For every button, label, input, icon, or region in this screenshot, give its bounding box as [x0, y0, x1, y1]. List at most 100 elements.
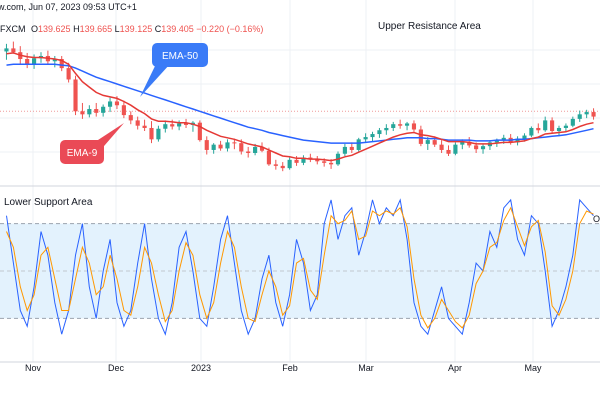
- candle-body: [494, 140, 499, 143]
- upper-resistance-label: Upper Resistance Area: [378, 21, 481, 32]
- candle-body: [135, 120, 140, 126]
- ema50-callout-pointer: [140, 64, 170, 97]
- candle-body: [370, 134, 375, 138]
- candle-body: [439, 144, 444, 150]
- candle-body: [211, 144, 216, 150]
- candle-body: [52, 59, 57, 62]
- ema9-line: [6, 52, 594, 162]
- candle-body: [170, 124, 175, 127]
- candle-body: [529, 127, 534, 136]
- oscillator-band: [0, 223, 600, 319]
- candle-body: [432, 140, 437, 145]
- candle-body: [556, 127, 562, 132]
- candle-body: [204, 140, 209, 150]
- candle-body: [287, 159, 292, 169]
- candle-body: [577, 114, 582, 119]
- symbol-label: FXCM: [0, 24, 26, 34]
- change-value: −0.220 (−0.16%): [196, 24, 264, 34]
- lower-support-label: Lower Support Area: [4, 197, 93, 208]
- candle-body: [391, 124, 396, 128]
- candle-body: [87, 109, 92, 115]
- candle-body: [32, 58, 37, 64]
- candle-body: [183, 123, 189, 125]
- candle-body: [570, 118, 575, 126]
- candle-body: [467, 141, 472, 146]
- candle-body: [480, 146, 486, 150]
- x-tick-label: Mar: [358, 363, 374, 373]
- ema50-line: [6, 63, 594, 144]
- candle-body: [253, 146, 258, 153]
- candle-body: [163, 124, 168, 129]
- candle-body: [259, 146, 265, 151]
- candle-body: [501, 137, 506, 141]
- ema9-callout: [60, 140, 104, 164]
- candle-body: [349, 146, 354, 150]
- ema9-callout-pointer: [98, 123, 124, 153]
- candle-body: [273, 164, 278, 166]
- x-tick-label: May: [524, 363, 542, 373]
- stochastic-k-line: [6, 198, 594, 336]
- low-label: L: [114, 24, 120, 34]
- candle-body: [404, 123, 410, 126]
- candle-body: [232, 142, 237, 144]
- candle-body: [446, 149, 451, 154]
- candle-body: [4, 48, 9, 52]
- candle-body: [25, 59, 30, 64]
- candle-body: [550, 120, 555, 132]
- candle-body: [218, 144, 223, 149]
- close-label: C: [154, 24, 162, 34]
- candle-body: [425, 140, 430, 144]
- candle-body: [114, 101, 120, 106]
- candle-body: [239, 143, 244, 152]
- candle-body: [356, 139, 361, 150]
- candle-body: [460, 141, 465, 145]
- candle-body: [522, 135, 527, 139]
- candle-body: [142, 125, 147, 128]
- candle-body: [308, 157, 313, 160]
- chart-source: w.com, Jun 07, 2023 09:53 UTC+1: [0, 2, 137, 12]
- open-label: O: [31, 24, 39, 34]
- candle-body: [80, 111, 85, 115]
- candle-body: [536, 127, 541, 131]
- candle-body: [66, 68, 71, 80]
- candle-body: [177, 123, 182, 127]
- candle-body: [342, 146, 347, 154]
- candle-body: [101, 106, 106, 113]
- candle-body: [515, 138, 520, 143]
- candle-body: [384, 127, 389, 131]
- candle-body: [225, 142, 230, 149]
- ema9-callout-label: EMA-9: [67, 148, 98, 159]
- candle-body: [197, 122, 202, 141]
- ohlc-header: FXCM O139.625 H139.665 L139.125 C139.405…: [0, 24, 263, 34]
- x-tick-label: Nov: [25, 363, 42, 373]
- candle-body: [315, 159, 320, 162]
- candle-body: [398, 124, 403, 126]
- stochastic-d-line: [6, 206, 594, 329]
- candle-body: [591, 112, 596, 117]
- high-value: 139.665: [79, 24, 113, 34]
- candle-body: [156, 128, 161, 140]
- x-tick-label: Apr: [448, 363, 462, 373]
- oscillator-edge-label: O: [593, 214, 600, 224]
- candle-body: [363, 137, 368, 140]
- candle-body: [121, 105, 126, 116]
- ema50-callout: [152, 43, 208, 67]
- high-label: H: [73, 24, 80, 34]
- close-value: 139.405: [161, 24, 194, 34]
- candle-body: [11, 48, 16, 53]
- x-tick-label: 2023: [191, 363, 211, 373]
- candle-body: [128, 115, 133, 121]
- candle-body: [294, 159, 299, 163]
- candle-body: [418, 129, 423, 144]
- open-value: 139.625: [38, 24, 71, 34]
- candle-body: [411, 123, 417, 130]
- candle-body: [149, 127, 154, 140]
- candle-body: [563, 125, 568, 128]
- candle-body: [266, 150, 271, 165]
- x-tick-label: Feb: [282, 363, 298, 373]
- candle-body: [322, 161, 327, 163]
- candle-body: [280, 165, 285, 169]
- candle-body: [94, 109, 99, 113]
- candle-body: [59, 59, 64, 69]
